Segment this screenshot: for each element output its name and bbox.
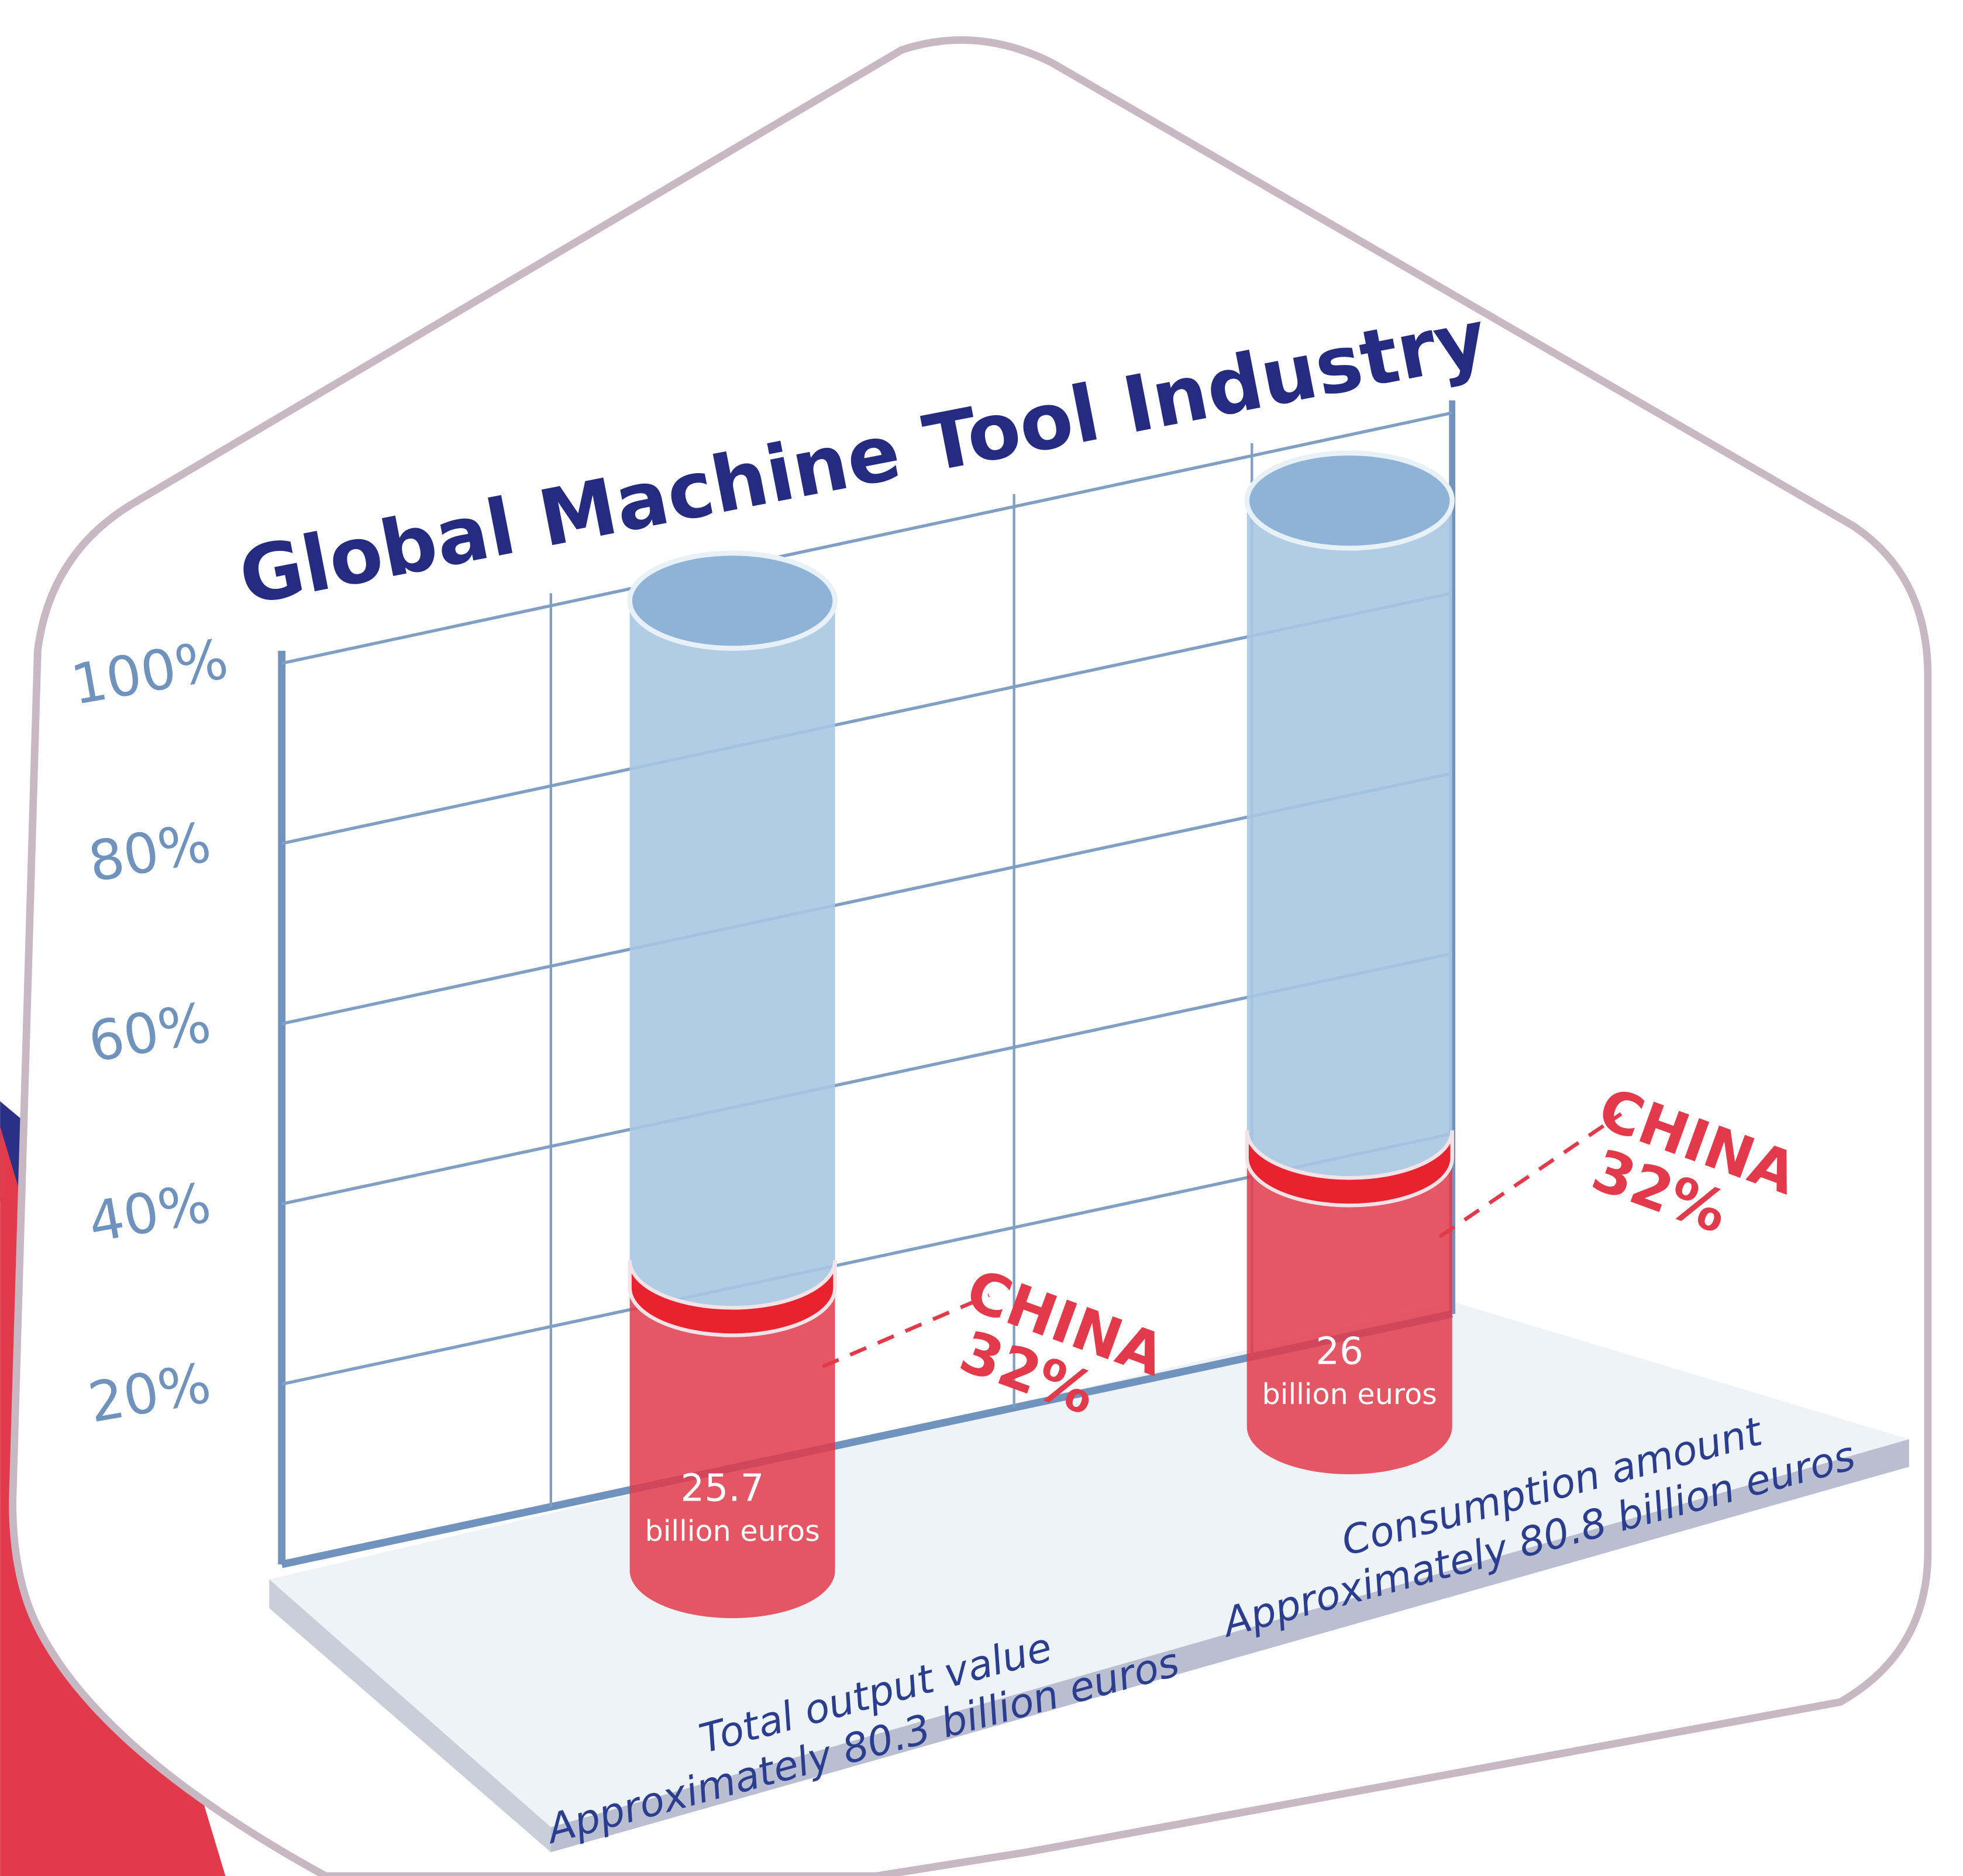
amount: 25.7 [681, 1466, 764, 1510]
tube [1246, 501, 1452, 1178]
bar [629, 1260, 835, 1619]
grid-line [281, 411, 1453, 665]
leader [821, 1294, 990, 1368]
bar-ring [628, 1260, 837, 1337]
amount-unit: billion euros [645, 1514, 819, 1548]
floor [269, 1301, 1909, 1827]
floor-side [269, 1579, 551, 1853]
amount-unit: billion euros [1262, 1377, 1437, 1411]
tube [629, 601, 835, 1308]
bar [1246, 1130, 1452, 1475]
floor-front [550, 1439, 1909, 1853]
tube-top [1244, 450, 1455, 551]
amount: 26 [1315, 1329, 1363, 1373]
bar-ring [1245, 1130, 1454, 1208]
leader [1438, 1112, 1623, 1239]
tube-top [627, 550, 838, 651]
